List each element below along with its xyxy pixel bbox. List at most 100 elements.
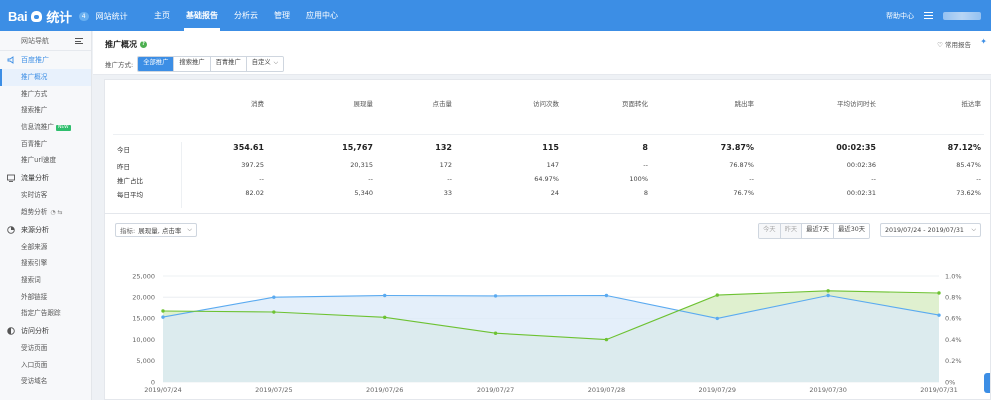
- range-today[interactable]: 今天: [759, 224, 781, 238]
- data-point: [272, 295, 276, 299]
- nav-app-center[interactable]: 应用中心: [306, 11, 338, 20]
- sidebar-item-url-speed[interactable]: 推广url速度: [21, 156, 57, 165]
- sidebar-group-visit[interactable]: 访问分析: [0, 322, 91, 340]
- table-cell: 76.7%: [733, 189, 754, 197]
- table-cell: 115: [542, 143, 559, 152]
- data-point: [383, 293, 387, 298]
- nav-manage[interactable]: 管理: [274, 11, 290, 20]
- nav-home[interactable]: 主页: [154, 11, 170, 20]
- table-cell: --: [643, 161, 648, 169]
- data-point: [937, 291, 941, 295]
- filter-baiqing[interactable]: 百青推广: [210, 57, 247, 71]
- range-last-7[interactable]: 最近7天: [802, 224, 835, 238]
- logo[interactable]: Bai 统计 4 网站统计: [8, 8, 128, 25]
- sidebar-item-all-sources[interactable]: 全部来源: [21, 242, 48, 251]
- menu-icon[interactable]: [924, 12, 933, 19]
- sidebar-item-search-promotion[interactable]: 搜索推广: [21, 106, 48, 115]
- y-right-tick-label: 1.0%: [945, 272, 962, 280]
- sidebar-item-visited-pages[interactable]: 受访页面: [21, 343, 48, 352]
- filter-all[interactable]: 全部推广: [138, 57, 175, 71]
- row-label: 昨日: [117, 163, 130, 171]
- sidebar-item-feed-promotion[interactable]: 信息流推广 NEW: [0, 119, 91, 136]
- y-left-tick-label: 20,000: [132, 294, 155, 302]
- sidebar-header: 网站导航: [0, 31, 91, 51]
- chart-panel: 指标: 展现量, 点击率 ⌵ 今天 昨天 最近7天 最近30天 2019/07/…: [104, 213, 991, 400]
- sidebar-item-promotion-overview[interactable]: 推广概况: [0, 69, 91, 86]
- x-tick-label: 2019/07/26: [366, 386, 403, 394]
- logo-badge: 4: [78, 11, 89, 21]
- data-point: [715, 316, 719, 321]
- nav-basic-report[interactable]: 基础报告: [178, 0, 226, 31]
- sidebar-item-entry-pages[interactable]: 入口页面: [21, 360, 48, 369]
- table-cell: 132: [435, 143, 452, 152]
- logo-text: Bai: [8, 8, 28, 24]
- top-navbar: Bai 统计 4 网站统计 主页 基础报告 分析云 管理 应用中心 帮助中心: [0, 0, 991, 31]
- table-cell: 172: [439, 161, 452, 169]
- x-tick-label: 2019/07/30: [809, 386, 846, 394]
- main-nav: 主页 基础报告 分析云 管理 应用中心: [146, 0, 346, 31]
- sidebar-item-promotion-method[interactable]: 推广方式: [21, 89, 48, 98]
- table-cell: 354.61: [233, 143, 264, 152]
- sidebar-item-label: 信息流推广: [21, 123, 54, 132]
- table-cell: 8: [643, 189, 648, 197]
- summary-table: 消费 展现量 点击量 访问次数 页面转化 跳出率 平均访问时长 抵达率 今日 354.61 15,7…: [104, 79, 991, 230]
- chevron-down-icon: ⌵: [971, 226, 976, 233]
- sidebar-item-baiqing-promotion[interactable]: 百青推广: [21, 139, 48, 148]
- sidebar-group-baidu-promotion[interactable]: 百度推广: [0, 51, 91, 69]
- table-cell: 00:02:36: [846, 161, 876, 169]
- filter-search[interactable]: 搜索推广: [174, 57, 211, 71]
- summary-grid: 消费 展现量 点击量 访问次数 页面转化 跳出率 平均访问时长 抵达率 今日 354.61 15,7…: [105, 80, 991, 218]
- favorite-report-button[interactable]: ♡ 常用报告: [937, 41, 971, 49]
- nav-analysis-cloud[interactable]: 分析云: [234, 11, 258, 20]
- metric-label: 指标:: [120, 227, 136, 235]
- date-range-value: 2019/07/24 - 2019/07/31: [885, 226, 964, 234]
- help-icon[interactable]: ?: [140, 41, 147, 48]
- table-divider: [113, 134, 984, 135]
- help-center-link[interactable]: 帮助中心: [886, 11, 914, 20]
- sidebar-item-ad-tracking[interactable]: 指定广告跟踪: [21, 309, 61, 318]
- data-point: [604, 293, 609, 298]
- range-last-30[interactable]: 最近30天: [834, 224, 869, 238]
- data-point: [937, 313, 941, 317]
- range-yesterday[interactable]: 昨天: [780, 224, 803, 238]
- x-tick-label: 2019/07/25: [255, 386, 292, 394]
- sidebar-group-label: 来源分析: [21, 225, 49, 234]
- table-cell: 33: [443, 189, 452, 197]
- collapse-icon[interactable]: [75, 38, 83, 44]
- row-label: 每日平均: [117, 191, 143, 199]
- sidebar-group-source[interactable]: 来源分析: [0, 221, 91, 239]
- chevron-down-icon: ⌵: [187, 226, 192, 233]
- sidebar-item-label: 趋势分析: [21, 207, 48, 216]
- sidebar-item-search-words[interactable]: 搜索词: [21, 275, 41, 284]
- table-cell: 5,340: [354, 189, 373, 197]
- series-line-0: [162, 294, 940, 319]
- row-label: 今日: [117, 146, 130, 154]
- sidebar-item-trend[interactable]: 趋势分析 ◔ ⇆: [0, 204, 91, 221]
- promotion-method-tabs: 全部推广 搜索推广 百青推广 自定义 ⌵: [137, 56, 285, 72]
- data-point: [272, 310, 276, 314]
- table-cell: 147: [546, 161, 559, 169]
- date-range-picker[interactable]: 2019/07/24 - 2019/07/31 ⌵: [880, 223, 981, 237]
- x-tick-label: 2019/07/28: [588, 386, 625, 394]
- column-header: 点击量: [432, 100, 453, 108]
- column-header: 页面转化: [622, 100, 648, 108]
- sidebar-item-realtime[interactable]: 实时访客: [21, 191, 48, 200]
- sidebar-item-external-links[interactable]: 外部链接: [21, 292, 48, 301]
- compare-icon[interactable]: ◔ ⇆: [50, 208, 63, 216]
- sidebar-item-search-engine[interactable]: 搜索引擎: [21, 259, 48, 268]
- series-line-1: [162, 290, 940, 341]
- sidebar-group-traffic[interactable]: 流量分析: [0, 169, 91, 187]
- pin-icon[interactable]: ✦: [980, 37, 987, 46]
- user-account[interactable]: [943, 11, 981, 20]
- filter-custom[interactable]: 自定义 ⌵: [246, 57, 284, 71]
- sidebar-group-label: 百度推广: [21, 56, 49, 64]
- y-right-tick-label: 0.4%: [945, 336, 962, 344]
- page-header: 推广概况 ? ♡ 常用报告 ✦ 推广方式: 全部推广 搜索推广 百青推广 自定义…: [93, 31, 991, 75]
- column-header: 抵达率: [961, 100, 982, 108]
- metric-selector[interactable]: 指标: 展现量, 点击率 ⌵: [115, 223, 197, 237]
- side-float-button[interactable]: [984, 373, 990, 393]
- metric-value: 展现量, 点击率: [138, 227, 182, 235]
- y-right-tick-label: 0%: [945, 378, 955, 386]
- sidebar-item-visited-domains[interactable]: 受访域名: [21, 377, 48, 386]
- table-cell: 397.25: [241, 161, 264, 169]
